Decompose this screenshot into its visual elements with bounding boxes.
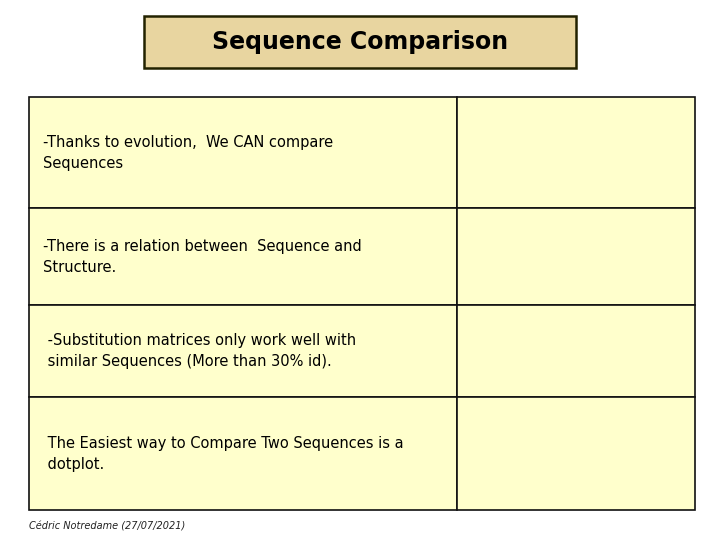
Text: The Easiest way to Compare Two Sequences is a
 dotplot.: The Easiest way to Compare Two Sequences… xyxy=(43,436,404,471)
Text: -Substitution matrices only work well with
 similar Sequences (More than 30% id): -Substitution matrices only work well wi… xyxy=(43,333,356,369)
FancyBboxPatch shape xyxy=(144,16,576,68)
FancyBboxPatch shape xyxy=(29,97,457,208)
FancyBboxPatch shape xyxy=(457,97,695,208)
FancyBboxPatch shape xyxy=(29,208,457,305)
Text: Cédric Notredame (27/07/2021): Cédric Notredame (27/07/2021) xyxy=(29,522,185,531)
FancyBboxPatch shape xyxy=(457,305,695,397)
Text: Sequence Comparison: Sequence Comparison xyxy=(212,30,508,54)
Text: -There is a relation between  Sequence and
Structure.: -There is a relation between Sequence an… xyxy=(43,239,362,274)
FancyBboxPatch shape xyxy=(457,397,695,510)
FancyBboxPatch shape xyxy=(29,397,457,510)
FancyBboxPatch shape xyxy=(29,305,457,397)
Text: -Thanks to evolution,  We CAN compare
Sequences: -Thanks to evolution, We CAN compare Seq… xyxy=(43,134,333,171)
FancyBboxPatch shape xyxy=(457,208,695,305)
